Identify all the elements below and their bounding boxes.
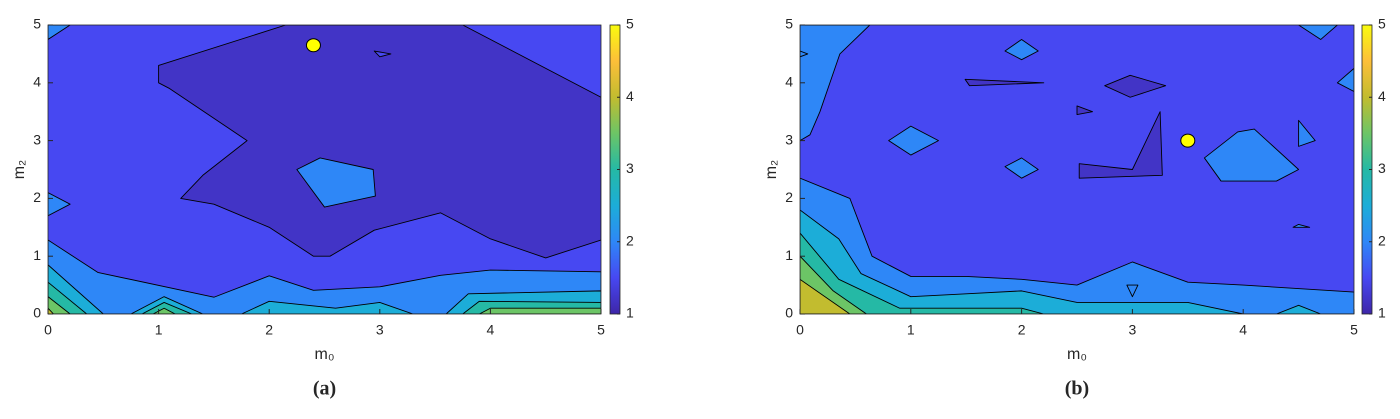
x-tick-label: 5 <box>597 322 605 338</box>
contour-region <box>800 50 809 58</box>
y-tick-label: 0 <box>785 305 793 321</box>
x-tick-label: 2 <box>1018 322 1026 338</box>
plot-area <box>800 25 1354 314</box>
contour-region <box>241 300 414 314</box>
contour-region <box>158 25 601 259</box>
x-tick-label: 0 <box>44 322 52 338</box>
contour-region <box>48 296 71 314</box>
contour-region <box>296 157 376 208</box>
x-tick-label: 5 <box>1350 322 1358 338</box>
y-tick-label: 3 <box>33 131 41 147</box>
contour-region <box>1076 105 1093 116</box>
contour-region <box>1298 25 1338 40</box>
contour-region <box>478 307 601 314</box>
x-tick-label: 2 <box>265 322 273 338</box>
contour-region <box>48 192 71 217</box>
contour-region <box>1292 223 1311 228</box>
x-axis-label: m₀ <box>1067 346 1087 363</box>
x-tick-label: 1 <box>155 322 163 338</box>
contour-region <box>141 301 193 314</box>
y-tick-label: 3 <box>785 131 793 147</box>
contour-region <box>800 278 851 314</box>
contour-region <box>1004 157 1039 179</box>
x-tick-label: 1 <box>907 322 915 338</box>
axes-frame <box>47 24 602 315</box>
contour-region <box>800 232 1045 314</box>
colorbar-tick-label: 4 <box>626 88 634 104</box>
contour-region <box>964 78 1045 87</box>
y-tick-label: 5 <box>33 16 41 32</box>
contour-region <box>1104 74 1167 98</box>
contour-region <box>800 177 1354 314</box>
y-axis-label: m₂ <box>763 160 780 180</box>
x-tick-label: 4 <box>487 322 495 338</box>
contour-region <box>1078 111 1163 179</box>
contour-region <box>888 125 939 156</box>
x-tick-label: 0 <box>796 322 804 338</box>
contour-region <box>373 50 392 58</box>
y-tick-label: 5 <box>785 16 793 32</box>
contour-region <box>1298 119 1316 147</box>
contour-region <box>48 239 601 314</box>
marker <box>305 38 321 53</box>
colorbar-tick-label: 2 <box>626 232 634 248</box>
contour-region <box>1203 128 1300 182</box>
contour-region <box>1004 39 1039 61</box>
y-tick-label: 1 <box>785 247 793 263</box>
axes-frame <box>799 24 1355 315</box>
plot-area <box>48 25 601 314</box>
colorbar-tick-label: 3 <box>626 160 634 176</box>
contour-region <box>48 25 71 40</box>
y-tick-label: 1 <box>33 247 41 263</box>
x-tick-label: 3 <box>376 322 384 338</box>
panel-caption: (b) <box>1065 378 1089 400</box>
contour-region <box>1336 67 1354 92</box>
y-tick-label: 0 <box>33 305 41 321</box>
marker <box>1180 133 1196 148</box>
y-tick-label: 4 <box>785 74 793 90</box>
contour-region <box>48 307 54 314</box>
x-tick-label: 4 <box>1239 322 1247 338</box>
x-axis-label: m₀ <box>315 346 335 363</box>
y-tick-label: 4 <box>33 74 41 90</box>
y-axis-label: m₂ <box>11 160 28 180</box>
contour-region <box>1275 304 1322 314</box>
colorbar-tick-label: 1 <box>626 305 634 321</box>
colorbar-tick-label: 1 <box>1378 305 1386 321</box>
colorbar-tick-label: 3 <box>1378 160 1386 176</box>
colorbar-tick-label: 2 <box>1378 232 1386 248</box>
x-tick-label: 3 <box>1129 322 1137 338</box>
panel-caption: (a) <box>313 378 336 400</box>
colorbar-tick-label: 5 <box>1378 16 1386 32</box>
y-tick-label: 2 <box>785 189 793 205</box>
contour-region <box>800 25 871 142</box>
colorbar-tick-label: 5 <box>626 16 634 32</box>
colorbar-tick-label: 4 <box>1378 88 1386 104</box>
y-tick-label: 2 <box>33 189 41 205</box>
contour-region <box>1126 284 1139 298</box>
